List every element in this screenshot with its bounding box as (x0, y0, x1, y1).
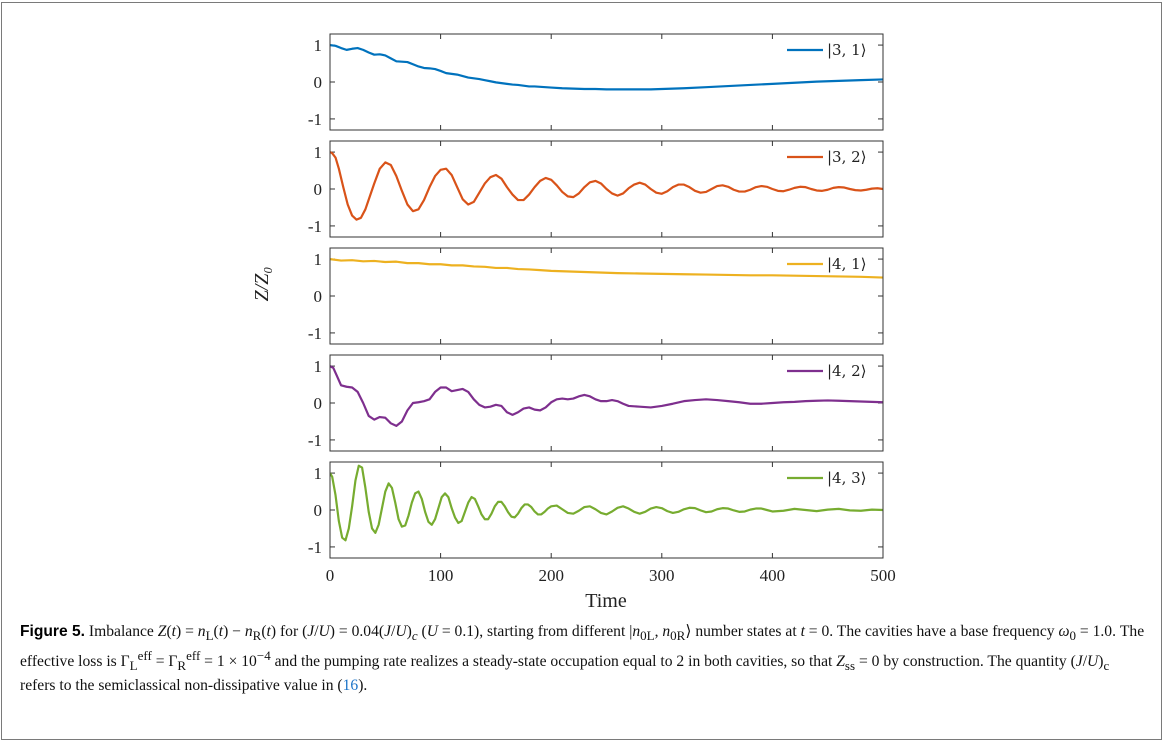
legend-label: |4, 2⟩ (827, 362, 867, 380)
y-tick-label: -1 (308, 110, 322, 129)
y-tick-label: -1 (308, 431, 322, 450)
figure-caption: Figure 5. Imbalance Z(t) = nL(t) − nR(t)… (20, 622, 1148, 696)
legend: |4, 3⟩ (787, 469, 867, 487)
y-tick-label: 1 (314, 357, 323, 376)
y-tick-label: 0 (314, 180, 323, 199)
y-axis-title: Z/Z₀ (251, 267, 273, 302)
x-tick-label: 0 (326, 566, 335, 585)
panel-axes-box (329, 247, 884, 345)
panel-3: -1 0 1 |4, 1⟩ (308, 247, 884, 345)
y-tick-label: 1 (314, 250, 323, 269)
panel-axes-box (329, 461, 884, 559)
y-tick-label: 0 (314, 73, 323, 92)
x-tick-label: 300 (649, 566, 675, 585)
legend: |4, 1⟩ (787, 255, 867, 273)
y-tick-label: -1 (308, 217, 322, 236)
y-tick-label: 1 (314, 143, 323, 162)
panel-axes-box (329, 140, 884, 238)
chart-panels: -1 0 1 |3, 1⟩ -1 0 1 |3, 2⟩ -1 0 1 |4, 1⟩ -1 0 1 |4, 2⟩… (308, 33, 884, 559)
x-axis-title: Time (585, 590, 627, 612)
panel-5: -1 0 1 |4, 3⟩ (308, 461, 884, 559)
panel-1: -1 0 1 |3, 1⟩ (308, 33, 884, 131)
y-tick-label: 0 (314, 394, 323, 413)
x-axis: 0 100 200 300 400 500 (326, 566, 896, 585)
series-line (330, 365, 883, 427)
legend: |4, 2⟩ (787, 362, 867, 380)
y-tick-label: 1 (314, 464, 323, 483)
panel-axes-box (329, 354, 884, 452)
figure-chart: -101 |3, 1⟩-101 |3, 2⟩-101 |4, 1⟩-101 |4, 2⟩… (251, 33, 896, 612)
series-line (330, 257, 883, 279)
caption-text: Imbalance Z(t) = nL(t) − nR(t) for (J/U)… (20, 623, 1145, 695)
legend-label: |4, 3⟩ (827, 469, 867, 487)
x-tick-label: 100 (428, 566, 454, 585)
x-tick-label: 500 (870, 566, 896, 585)
legend-label: |3, 2⟩ (827, 148, 867, 166)
series-line (330, 43, 883, 91)
figure-label: Figure 5. (20, 623, 85, 640)
legend: |3, 1⟩ (787, 41, 867, 59)
panel-2: -1 0 1 |3, 2⟩ (308, 140, 884, 238)
x-tick-label: 200 (538, 566, 564, 585)
y-tick-label: -1 (308, 538, 322, 557)
y-tick-label: 0 (314, 501, 323, 520)
panel-4: -1 0 1 |4, 2⟩ (308, 354, 884, 452)
series-line (330, 151, 883, 221)
legend-label: |3, 1⟩ (827, 41, 867, 59)
x-tick-label: 400 (760, 566, 786, 585)
y-tick-label: -1 (308, 324, 322, 343)
legend-label: |4, 1⟩ (827, 255, 867, 273)
panel-axes-box (329, 33, 884, 131)
y-tick-label: 0 (314, 287, 323, 306)
legend: |3, 2⟩ (787, 148, 867, 166)
y-tick-label: 1 (314, 36, 323, 55)
series-line (330, 464, 883, 542)
